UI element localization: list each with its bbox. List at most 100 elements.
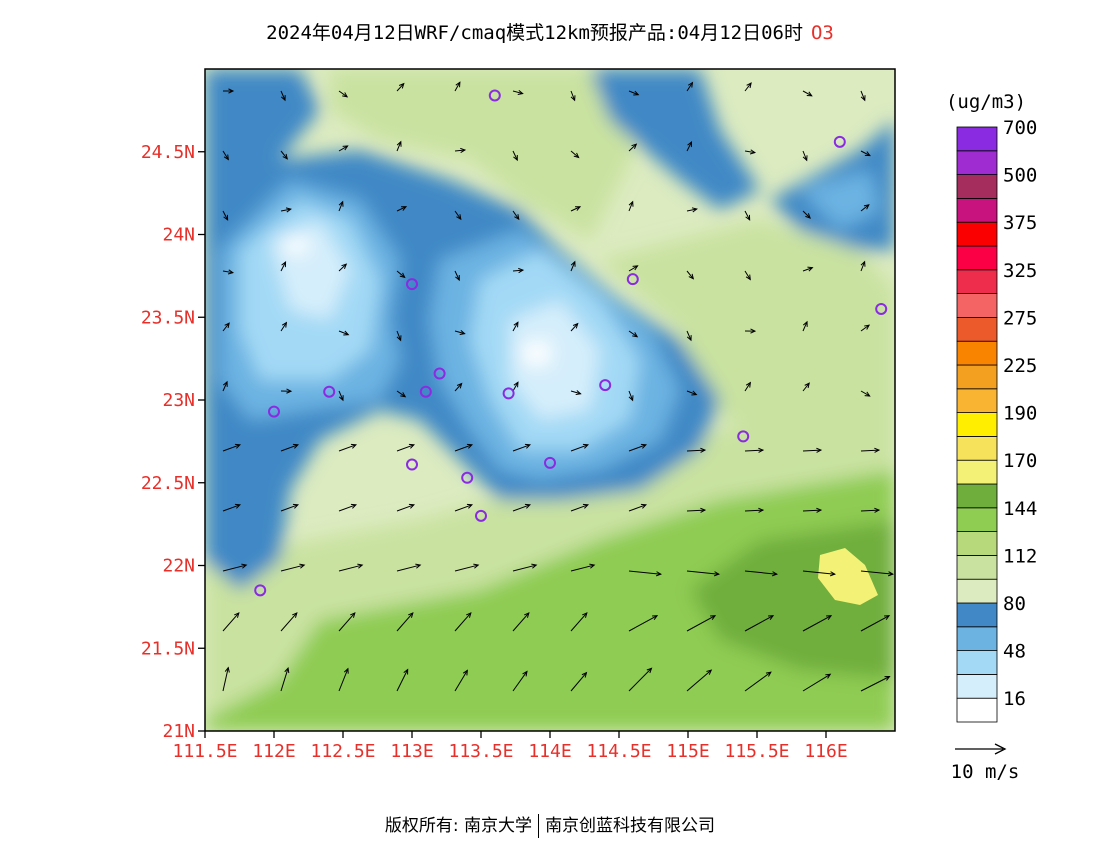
wind-arrow — [802, 150, 808, 162]
wind-arrow — [222, 322, 230, 332]
colorbar-swatch — [956, 197, 998, 223]
wind-arrow — [222, 443, 242, 452]
colorbar-swatch — [956, 650, 998, 675]
lon-tick-label: 113.5E — [448, 741, 513, 762]
wind-arrow — [570, 322, 579, 332]
station-marker — [833, 135, 846, 148]
wind-arrow — [860, 615, 891, 632]
wind-arrow — [222, 612, 240, 632]
wind-arrow — [454, 443, 474, 452]
wind-arrow — [744, 328, 757, 334]
wind-arrow — [628, 667, 653, 692]
wind-arrow — [686, 507, 707, 513]
station-marker — [406, 458, 418, 471]
station-marker — [433, 367, 446, 380]
wind-arrow — [222, 563, 248, 572]
wind-arrow — [802, 615, 833, 632]
colorbar-swatch — [956, 555, 998, 580]
wind-arrow — [280, 666, 290, 692]
wind-arrow — [860, 204, 870, 212]
wind-arrow — [396, 563, 422, 572]
colorbar-swatch — [956, 602, 998, 628]
wind-arrow — [396, 330, 402, 342]
copyright-right: 南京创蓝科技有限公司 — [545, 816, 716, 836]
colorbar-label: 112 — [1003, 545, 1037, 567]
wind-arrow — [338, 667, 349, 692]
lon-tick-label: 115E — [666, 741, 709, 762]
wind-arrow — [686, 330, 692, 342]
wind-arrow — [802, 320, 808, 332]
wind-arrow — [744, 210, 751, 221]
wind-arrow — [686, 669, 713, 692]
colorbar-label: 80 — [1003, 593, 1026, 615]
wind-arrow — [454, 210, 462, 221]
wind-arrow — [802, 210, 811, 219]
wind-arrow — [280, 612, 298, 632]
wind-arrow — [512, 150, 518, 162]
wind-arrow — [802, 507, 823, 513]
wind-arrow — [280, 150, 288, 160]
wind-arrow — [338, 200, 344, 212]
wind-arrow — [396, 140, 402, 152]
wind-arrow — [396, 443, 416, 452]
station-marker — [626, 273, 639, 286]
lat-tick-label: 21.5N — [141, 638, 195, 659]
wind-arrow — [744, 615, 775, 632]
colorbar-swatch — [956, 507, 998, 532]
station-marker — [323, 385, 336, 398]
wind-arrow — [512, 89, 524, 95]
wind-arrow — [454, 503, 474, 512]
colorbar-swatch — [956, 674, 998, 699]
lon-tick-label: 113E — [390, 741, 433, 762]
wind-arrow — [686, 570, 721, 577]
station-marker — [502, 387, 515, 400]
wind-arrow — [222, 380, 228, 392]
wind-arrow — [686, 447, 707, 453]
wind-arrow — [512, 612, 530, 632]
colorbar-swatch — [956, 626, 998, 651]
wind-arrow — [570, 671, 588, 692]
wind-arrow — [686, 270, 695, 280]
wind-arrow — [860, 90, 866, 102]
wind-arrow — [860, 570, 895, 577]
station-marker — [599, 379, 612, 392]
wind-arrow — [628, 570, 663, 577]
wind-arrow — [454, 330, 466, 336]
station-marker — [544, 456, 556, 469]
monitoring-stations — [254, 89, 888, 597]
wind-arrow — [396, 206, 408, 212]
wind-arrow — [338, 90, 349, 98]
wind-arrow — [280, 443, 300, 452]
colorbar-label: 325 — [1003, 260, 1037, 282]
colorbar-swatch — [956, 174, 998, 199]
lat-tick-label: 21N — [162, 721, 195, 742]
wind-arrow — [570, 90, 576, 102]
wind-arrow — [686, 615, 717, 632]
wind-arrow — [570, 443, 590, 452]
wind-arrow — [338, 390, 344, 402]
latitude-axis: 24.5N 24N 23.5N 23N 22.5N 22N 21.5N 21N — [141, 142, 205, 742]
wind-arrow — [570, 503, 590, 512]
wind-arrow — [802, 570, 837, 577]
wind-arrow — [628, 503, 648, 512]
station-marker — [488, 89, 501, 102]
wind-arrow — [338, 612, 356, 632]
wind-reference-label: 10 m/s — [951, 761, 1020, 783]
wind-arrow — [280, 90, 286, 102]
colorbar-label: 275 — [1003, 307, 1037, 329]
pollutant-label: O3 — [810, 22, 834, 44]
colorbar-swatch — [956, 269, 998, 294]
lon-tick-label: 111.5E — [172, 741, 237, 762]
colorbar-swatch — [956, 388, 998, 413]
lat-tick-label: 23.5N — [141, 307, 195, 328]
lon-tick-label: 114.5E — [586, 741, 651, 762]
wind-arrow — [338, 563, 364, 572]
wind-arrow — [512, 267, 525, 274]
lon-tick-label: 115.5E — [724, 741, 789, 762]
colorbar-swatch — [956, 340, 998, 366]
colorbar-label: 225 — [1003, 355, 1037, 377]
chart-title: 2024年04月12日WRF/cmaq模式12km预报产品:04月12日06时 O… — [0, 18, 1100, 45]
colorbar-swatch — [956, 531, 998, 556]
colorbar-swatch — [956, 412, 998, 437]
